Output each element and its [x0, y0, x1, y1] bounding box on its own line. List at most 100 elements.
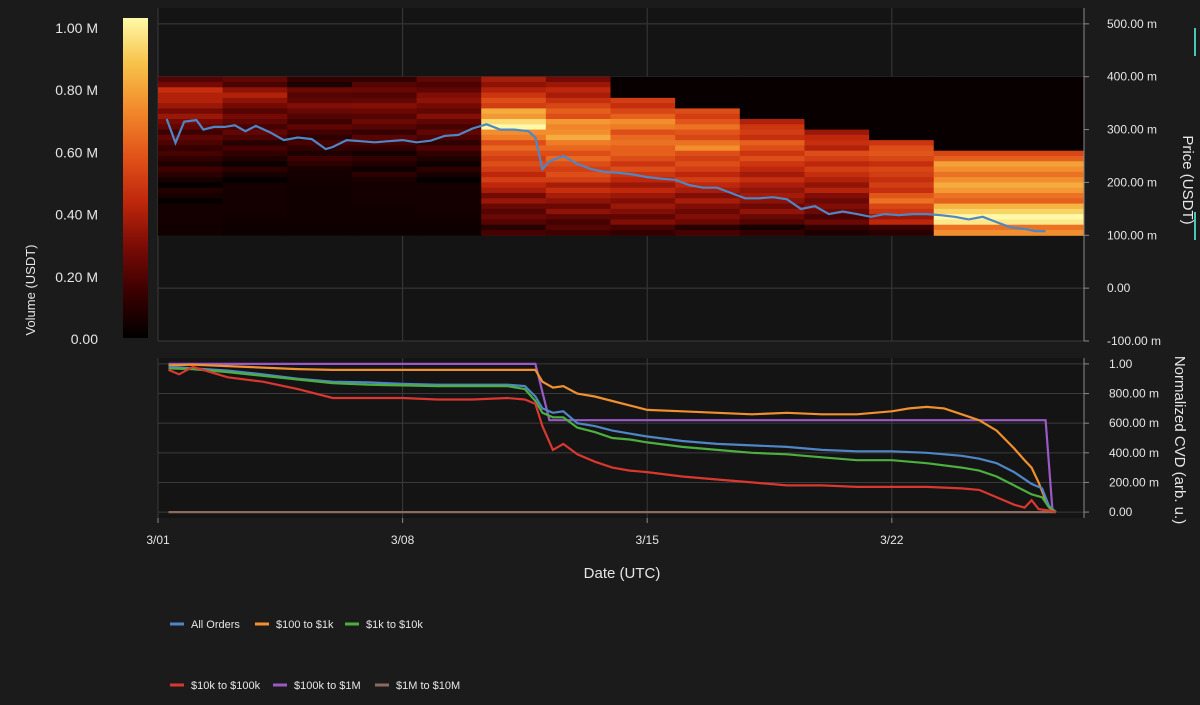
heatmap-cell — [804, 76, 870, 83]
heatmap-cell — [739, 150, 805, 157]
heatmap-cell — [287, 97, 353, 104]
heatmap-cell — [351, 166, 418, 173]
heatmap-cell — [416, 76, 482, 83]
heatmap-cell — [222, 97, 288, 104]
heatmap-cell — [869, 230, 935, 236]
heatmap-cell — [804, 214, 870, 220]
heatmap-cell — [869, 129, 935, 136]
heatmap-cell — [287, 140, 353, 146]
heatmap-cell — [158, 140, 224, 146]
heatmap-cell — [158, 92, 224, 99]
heatmap-cell — [351, 108, 418, 115]
price-tick-label: 400.00 m — [1107, 70, 1157, 84]
heatmap-cell — [545, 198, 612, 205]
heatmap-cell — [739, 82, 805, 88]
heatmap-cell — [351, 224, 418, 231]
heatmap-cell — [739, 198, 805, 205]
heatmap-cell — [545, 182, 612, 189]
price-axis-title: Price (USDT) — [1179, 135, 1196, 224]
legend-item[interactable]: $1k to $10k — [345, 619, 423, 631]
heatmap-cell — [481, 182, 547, 189]
heatmap-cell — [481, 166, 547, 173]
legend-item[interactable]: All Orders — [170, 619, 240, 631]
heatmap-cell — [739, 203, 805, 210]
heatmap-cell — [610, 208, 676, 215]
heatmap-cell — [739, 134, 805, 141]
heatmap-cell — [933, 82, 1085, 88]
heatmap-cell — [545, 134, 612, 141]
cvd-series-line — [168, 363, 1054, 513]
colorbar-tick-label: 0.80 M — [55, 82, 98, 98]
heatmap-cell — [804, 113, 870, 120]
heatmap-cell — [481, 134, 547, 141]
heatmap-cell — [351, 87, 418, 94]
heatmap-cell — [869, 113, 935, 120]
heatmap-cell — [804, 119, 870, 125]
heatmap-cell — [222, 113, 288, 120]
legend-item[interactable]: $100 to $1k — [255, 619, 334, 631]
heatmap-cell — [287, 161, 353, 168]
heatmap-cell — [158, 108, 224, 115]
legend-item[interactable]: $100k to $1M — [273, 680, 361, 692]
price-tick-label: 0.00 — [1107, 281, 1131, 295]
heatmap-cell — [933, 208, 1085, 215]
heatmap-cell — [675, 108, 741, 115]
heatmap-cell — [804, 124, 870, 131]
heatmap-cell — [351, 203, 418, 210]
heatmap-cell — [739, 103, 805, 109]
heatmap-cell — [416, 150, 482, 157]
heatmap-cell — [610, 214, 676, 220]
heatmap-cell — [804, 97, 870, 104]
heatmap-cell — [287, 182, 353, 189]
heatmap-cell — [804, 87, 870, 94]
legend[interactable]: All Orders $100 to $1k $1k to $10k $10k to … — [170, 619, 460, 692]
heatmap-cell — [287, 129, 353, 136]
heatmap-cell — [869, 177, 935, 183]
legend-item[interactable]: $10k to $100k — [170, 680, 261, 692]
heatmap-cell — [416, 177, 482, 183]
scroll-indicator-bottom — [1194, 212, 1196, 240]
heatmap-cell — [933, 187, 1085, 194]
colorbar-tick-label: 0.40 M — [55, 207, 98, 223]
heatmap-cell — [739, 219, 805, 226]
heatmap-cell — [222, 134, 288, 141]
heatmap-cell — [351, 82, 418, 88]
heatmap-cell — [351, 198, 418, 205]
heatmap-cell — [351, 214, 418, 220]
heatmap-cell — [675, 124, 741, 131]
date-tick-label: 3/01 — [146, 533, 170, 547]
cvd-panel: 1.00 800.00 m 600.00 m 400.00 m 200.00 m 0.00… — [146, 356, 1188, 582]
heatmap-cell — [869, 140, 935, 146]
heatmap-cell — [675, 177, 741, 183]
heatmap-cell — [158, 193, 224, 199]
heatmap-cell — [222, 224, 288, 231]
legend-label: $1M to $10M — [396, 680, 460, 692]
heatmap-cell — [739, 230, 805, 236]
heatmap-cell — [287, 166, 353, 173]
legend-label: $100 to $1k — [276, 619, 334, 631]
heatmap-cell — [933, 76, 1085, 83]
heatmap-cell — [933, 134, 1085, 141]
heatmap-cell — [675, 119, 741, 125]
heatmap-cell — [739, 161, 805, 168]
heatmap-cell — [804, 166, 870, 173]
heatmap-cell — [158, 230, 224, 236]
heatmap-cell — [610, 119, 676, 125]
heatmap-cell — [222, 182, 288, 189]
heatmap-cell — [351, 230, 418, 236]
heatmap-cell — [739, 119, 805, 125]
legend-item[interactable]: $1M to $10M — [375, 680, 460, 692]
heatmap-cell — [351, 103, 418, 109]
heatmap-cell — [804, 108, 870, 115]
heatmap-cell — [933, 145, 1085, 152]
heatmap-cell — [675, 203, 741, 210]
heatmap-cell — [933, 92, 1085, 99]
heatmap-cell — [739, 124, 805, 131]
legend-label: $100k to $1M — [294, 680, 361, 692]
heatmap-cell — [481, 145, 547, 152]
heatmap-cell — [545, 219, 612, 226]
heatmap-cell — [933, 129, 1085, 136]
heatmap-cell — [222, 166, 288, 173]
date-axis-ticks: 3/01 3/08 3/15 3/22 — [146, 518, 904, 547]
heatmap-cell — [287, 230, 353, 236]
